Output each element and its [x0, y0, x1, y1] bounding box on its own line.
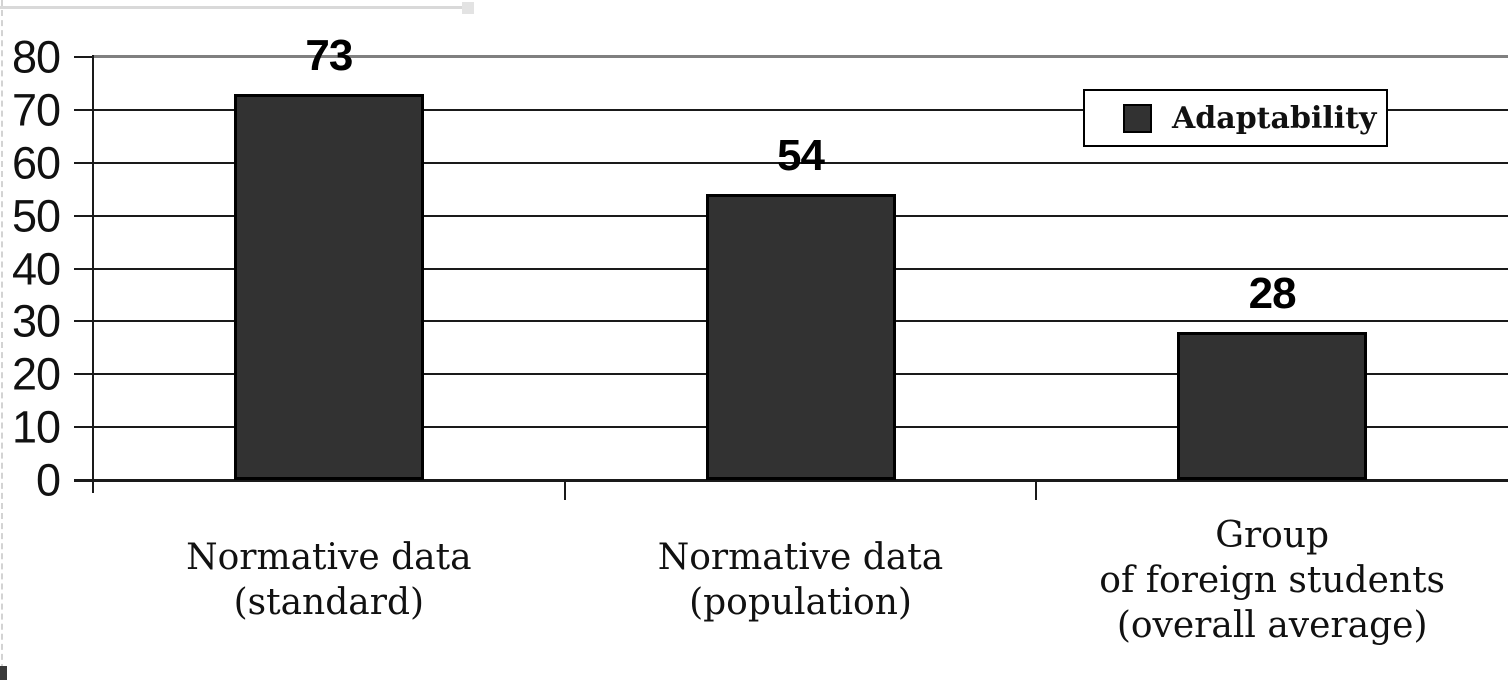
y-axis-tick-40: [74, 267, 93, 270]
category-label-line: Normative data: [657, 537, 944, 578]
scan-artifact-dot: [462, 2, 474, 14]
gridline-60: [93, 161, 1508, 164]
gridline-70: [93, 108, 1508, 111]
bar-value-label-3: 28: [1248, 268, 1297, 318]
category-label-line: (overall average): [1116, 604, 1428, 646]
y-tick-label-80: 80: [11, 31, 61, 83]
y-tick-label-70: 70: [11, 84, 61, 136]
scan-artifact-corner: [0, 666, 7, 680]
y-axis-tick-50: [74, 214, 93, 217]
bar-2: [705, 194, 896, 480]
category-label-2: Normative data (population): [658, 535, 944, 625]
y-tick-label-50: 50: [11, 190, 61, 242]
y-tick-label-40: 40: [11, 243, 61, 294]
y-tick-label-60: 60: [11, 137, 61, 189]
y-tick-label-30: 30: [11, 295, 61, 347]
bar-3: [1177, 331, 1368, 480]
scan-artifact-top-line: [0, 6, 468, 9]
category-label-line: Group: [1215, 514, 1330, 556]
category-label-line: (standard): [233, 582, 425, 623]
bar-1: [233, 94, 424, 480]
y-axis: [92, 55, 94, 493]
category-label-1: Normative data (standard): [186, 535, 472, 625]
y-axis-tick-30: [74, 320, 93, 323]
y-axis-tick-10: [74, 426, 93, 429]
legend: Adaptability: [1083, 89, 1388, 147]
category-boundary-tick: [563, 480, 566, 500]
y-axis-tick-80: [74, 56, 93, 58]
y-axis-tick-20: [74, 373, 93, 376]
y-tick-label-20: 20: [11, 348, 61, 400]
bar-value-label-1: 73: [305, 31, 353, 80]
gridline-80: [93, 55, 1508, 58]
category-label-line: (population): [689, 582, 912, 623]
y-tick-label-0: 0: [35, 454, 61, 506]
category-label-3: Group of foreign students (overall average…: [1099, 513, 1445, 648]
y-tick-label-10: 10: [11, 401, 61, 453]
y-axis-tick-70: [74, 108, 93, 111]
bar-value-label-2: 54: [777, 131, 825, 181]
x-axis: [74, 479, 1508, 482]
legend-label: Adaptability: [1172, 100, 1377, 136]
y-axis-tick-60: [74, 161, 93, 164]
category-boundary-tick: [1035, 480, 1038, 500]
category-label-line: of foreign students: [1099, 559, 1446, 601]
legend-swatch-icon: [1123, 103, 1152, 133]
category-label-line: Normative data: [186, 537, 472, 578]
